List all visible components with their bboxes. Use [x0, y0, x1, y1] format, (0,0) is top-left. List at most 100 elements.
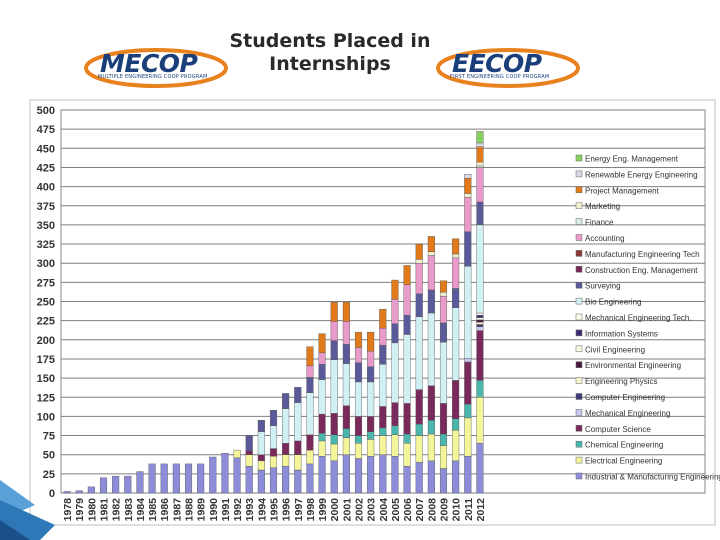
- legend-swatch: [575, 170, 583, 178]
- legend-swatch: [575, 456, 583, 464]
- bar-segment: [342, 405, 350, 429]
- bar-segment: [282, 465, 290, 494]
- bar-segment: [391, 299, 399, 324]
- bar-segment: [452, 253, 460, 259]
- eecop-swoosh-icon: [436, 48, 580, 88]
- y-tick-label: 350: [37, 220, 55, 232]
- bar-segment: [318, 352, 326, 365]
- bar-segment: [464, 266, 472, 359]
- bar-segment: [330, 413, 338, 435]
- bar-segment: [233, 449, 241, 458]
- bar-segment: [476, 330, 484, 381]
- bar-segment: [318, 413, 326, 434]
- bar-segment: [427, 289, 435, 314]
- bar-segment: [476, 397, 484, 444]
- bar-segment: [476, 380, 484, 398]
- bar-segment: [306, 392, 314, 435]
- legend-swatch: [575, 186, 583, 194]
- x-tick-label: 1984: [135, 498, 147, 522]
- bar-segment: [342, 344, 350, 364]
- bar-segment: [257, 460, 265, 471]
- x-tick-label: 2012: [475, 498, 487, 522]
- bar-segment: [245, 465, 253, 494]
- bar-segment: [209, 456, 217, 494]
- bar-segment: [415, 259, 423, 264]
- bar-segment: [63, 491, 71, 494]
- bar-segment: [439, 295, 448, 324]
- chart-title-line1: Students Placed in: [229, 30, 431, 52]
- x-tick-label: 1994: [256, 498, 268, 522]
- bar-segment: [464, 231, 472, 267]
- bar-segment: [452, 380, 460, 419]
- legend-label: Civil Engineering: [585, 345, 645, 354]
- bar-segment: [415, 293, 423, 318]
- legend-swatch: [575, 154, 583, 162]
- y-tick-label: 500: [37, 105, 55, 117]
- legend-label: Information Systems: [585, 329, 658, 338]
- bar-segment: [476, 312, 484, 316]
- bar-segment: [452, 307, 460, 381]
- x-tick-label: 1996: [281, 498, 293, 522]
- bar-segment: [306, 463, 314, 494]
- x-tick-label: 1991: [220, 498, 232, 522]
- bar-segment: [342, 454, 350, 494]
- bar-segment: [342, 363, 350, 406]
- x-tick-label: 1988: [184, 498, 196, 522]
- bar-segment: [282, 393, 290, 409]
- eecop-logo: EECOP FIRST ENGINEERING COOP PROGRAM: [430, 42, 590, 90]
- x-tick-label: 1990: [208, 498, 220, 522]
- legend-label: Chemical Engineering: [585, 441, 663, 450]
- bar-segment: [112, 475, 120, 494]
- bar-segment: [439, 322, 448, 343]
- bar-segment: [245, 454, 253, 467]
- legend-label: Mechanical Engineering: [585, 409, 670, 418]
- y-tick-label: 75: [43, 431, 55, 443]
- bar-segment: [452, 429, 460, 462]
- bar-segment: [257, 469, 265, 494]
- bar-segment: [464, 174, 472, 179]
- bar-segment: [427, 251, 435, 256]
- bar-segment: [427, 236, 435, 252]
- x-tick-label: 2007: [414, 498, 426, 522]
- y-tick-label: 25: [43, 469, 55, 481]
- legend-swatch: [575, 377, 583, 384]
- x-tick-label: 1983: [123, 498, 135, 522]
- bar-segment: [476, 161, 484, 167]
- bar-segment: [452, 460, 460, 494]
- bar-segment: [245, 450, 253, 455]
- bar-segment: [306, 377, 314, 393]
- bar-segment: [476, 131, 484, 144]
- bar-segment: [439, 280, 448, 293]
- bar-segment: [415, 243, 423, 260]
- bar-segment: [452, 238, 460, 255]
- legend-swatch: [575, 409, 583, 416]
- bar-segment: [391, 323, 399, 344]
- x-tick-label: 1987: [171, 498, 183, 522]
- bar-segment: [476, 324, 484, 327]
- bar-segment: [439, 341, 448, 404]
- bar-segment: [269, 448, 278, 457]
- y-tick-label: 275: [37, 277, 55, 289]
- bar-segment: [330, 460, 338, 494]
- x-tick-label: 2010: [451, 498, 463, 522]
- bar-segment: [379, 328, 387, 346]
- bar-segment: [294, 440, 302, 455]
- legend-label: Engineering Physics: [585, 377, 657, 386]
- mecop-logo-tagline: MULTIPLE ENGINEERING COOP PROGRAM: [98, 74, 208, 80]
- bar-segment: [318, 333, 326, 354]
- bar-segment: [124, 475, 132, 494]
- bar-segment: [452, 257, 460, 289]
- legend-label: Computer Science: [585, 425, 651, 434]
- x-tick-label: 2004: [378, 498, 390, 522]
- bar-segment: [294, 469, 302, 494]
- bar-segment: [464, 417, 472, 457]
- bar-segment: [367, 431, 375, 440]
- legend-swatch: [575, 234, 583, 241]
- legend-swatch: [575, 202, 583, 209]
- x-tick-label: 1992: [232, 498, 244, 522]
- bar-segment: [354, 381, 363, 417]
- mecop-logo-text: MECOP: [100, 49, 198, 78]
- bar-segment: [476, 321, 484, 325]
- legend-swatch: [575, 297, 583, 305]
